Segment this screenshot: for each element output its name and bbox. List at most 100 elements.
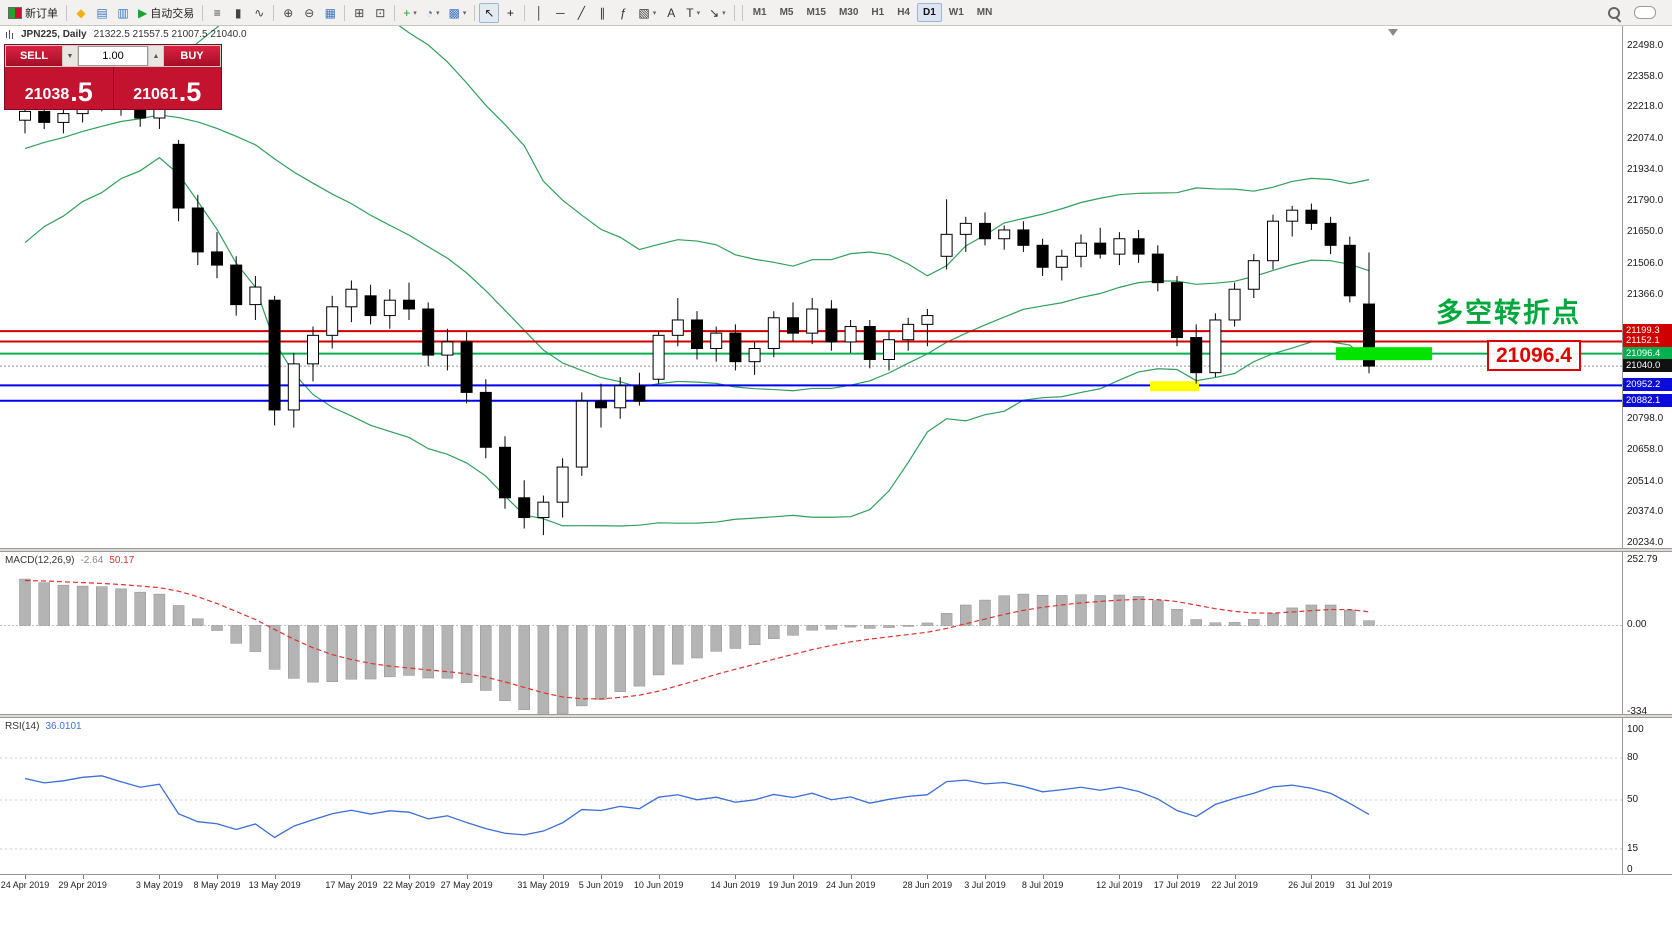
search-icon[interactable] (1604, 3, 1624, 23)
candlestick-chart-button[interactable]: ▮ (228, 3, 248, 23)
new-order-button[interactable]: 新订单 (4, 3, 62, 23)
timeframe-d1-button[interactable]: D1 (917, 3, 942, 22)
candlestick-chart-icon: ▮ (234, 5, 242, 20)
profiles-icon: ◔ (425, 5, 434, 20)
time-label: 8 May 2019 (193, 880, 241, 890)
text-label-button[interactable]: T ▾ (682, 3, 704, 23)
toolbar-separator (202, 4, 204, 21)
toolbar-separator (273, 4, 275, 21)
arrows-button[interactable]: ↘ ▾ (705, 3, 730, 23)
dropdown-arrow-icon: ▾ (722, 9, 726, 17)
templates-button[interactable]: ▩ ▾ (445, 3, 471, 23)
time-label: 24 Jun 2019 (825, 880, 876, 890)
time-tick (1369, 875, 1370, 879)
time-label: 10 Jun 2019 (633, 880, 684, 890)
sell-price[interactable]: 21038 .5 (5, 67, 114, 109)
price-tick-label: 20374.0 (1627, 506, 1664, 518)
bar-chart-button[interactable]: ≡ (207, 3, 227, 23)
turning-point-annotation[interactable]: 多空转折点 (1436, 298, 1581, 328)
dropdown-arrow-icon: ▾ (436, 9, 440, 17)
cursor-button[interactable]: ↖ (479, 2, 500, 23)
vertical-line-button[interactable]: │ (529, 3, 549, 23)
time-label: 17 Jul 2019 (1153, 880, 1201, 890)
zoom-out-button[interactable]: ⊖ (299, 3, 319, 23)
horizontal-line-button[interactable]: ─ (550, 3, 570, 23)
time-tick (985, 875, 986, 879)
timeframe-h1-button[interactable]: H1 (871, 7, 885, 18)
auto-trading-button[interactable]: ▶ 自动交易 (134, 3, 198, 23)
timeframe-h4-button[interactable]: H4 (897, 7, 910, 18)
tile-windows-button[interactable]: ⊞ (349, 3, 369, 23)
price-scale[interactable]: 22498.0 22358.0 22218.0 22074.0 21934.0 21790… (1622, 26, 1672, 875)
search-box-icon (1634, 6, 1656, 19)
new-order-icon (8, 6, 22, 19)
profiles-button[interactable]: ◔ ▾ (422, 3, 444, 23)
dropdown-arrow-icon: ▾ (462, 9, 467, 17)
quick-search-box[interactable] (1630, 3, 1660, 23)
timeframe-m30-button[interactable]: M30 (838, 7, 859, 18)
line-chart-button[interactable]: ∿ (249, 3, 269, 23)
timeframe-w1-button[interactable]: W1 (948, 7, 964, 18)
indicators-list-button[interactable]: ▦ (320, 3, 340, 23)
time-label: 27 May 2019 (440, 880, 493, 890)
price-tick-label: 21650.0 (1627, 226, 1664, 238)
timeframe-m5-button[interactable]: M5 (779, 7, 794, 18)
toolbar-separator (741, 4, 743, 21)
trendline-button[interactable]: ╱ (571, 3, 591, 23)
new-chart-button[interactable]: + ▾ (399, 3, 421, 23)
buy-price[interactable]: 21061 .5 (133, 77, 202, 108)
volume-decrease-button[interactable]: ▼ (63, 46, 77, 66)
equidistant-channel-button[interactable]: ∥ (592, 3, 612, 23)
metaeditor-button[interactable]: ◆ (71, 3, 91, 23)
yellow-highlight-rect[interactable] (1150, 381, 1199, 392)
time-tick (927, 875, 929, 879)
price-tick-label: 21934.0 (1627, 163, 1664, 175)
time-label: 22 May 2019 (382, 880, 436, 890)
price-badge: 21152.1 (1623, 334, 1672, 348)
volume-increase-button[interactable]: ▲ (149, 46, 163, 66)
time-label: 17 May 2019 (325, 880, 378, 890)
price-badge: 21096.4 (1623, 346, 1672, 360)
timeframe-m15-button[interactable]: M15 (806, 7, 826, 18)
timeframe-mn-button[interactable]: MN (976, 7, 993, 18)
cascade-windows-button[interactable]: ⊡ (370, 3, 390, 23)
crosshair-button[interactable]: + (500, 3, 520, 23)
dropdown-arrow-icon: ▾ (413, 9, 417, 17)
fibonacci-button[interactable]: ƒ (613, 3, 633, 23)
time-tick (1234, 875, 1236, 879)
buy-button[interactable]: BUY (164, 46, 220, 66)
price-tick-label: 21506.0 (1627, 257, 1664, 269)
toolbar: 新订单 ◆ ▤ ▥ ▶ 自动交易 ≡ ▮ ∿ ⊕ ⊖ ▦ ⊞ ⊡ + ▾ ◔ ▾ ▩ ▾ ↖ + │ ─ ╱ ∥ ƒ ▧ ▾ A T ▾ ↘ ▾ … (0, 0, 1672, 26)
time-tick (735, 875, 737, 879)
panel-separator-macd[interactable] (0, 548, 1672, 552)
price-badge: 20952.2 (1623, 378, 1672, 392)
toolbar-separator (66, 4, 67, 21)
rsi-tick-label: 50 (1627, 794, 1639, 805)
price-callout-annotation[interactable]: 21096.4 (1487, 340, 1581, 372)
text-button[interactable]: A (661, 3, 681, 23)
window-bottom-spacer (0, 898, 1672, 947)
zoom-in-button[interactable]: ⊕ (278, 3, 298, 23)
price-tick-label: 22358.0 (1627, 70, 1664, 82)
auto-trading-button-label: 自动交易 (150, 7, 195, 20)
time-tick (409, 875, 410, 879)
green-highlight-rect[interactable] (1336, 347, 1432, 361)
data-window-button[interactable]: ▥ (113, 3, 133, 23)
market-watch-button[interactable]: ▤ (92, 3, 112, 23)
sell-button[interactable]: SELL (6, 46, 62, 66)
price-tick-label: 20798.0 (1627, 413, 1664, 425)
price-chart-layer (0, 26, 1622, 536)
shapes-button[interactable]: ▧ ▾ (634, 3, 660, 23)
panel-separator-rsi[interactable] (0, 714, 1672, 718)
volume-input[interactable] (78, 46, 148, 66)
timeframe-m1-button[interactable]: M1 (752, 7, 767, 18)
chart-shift-marker[interactable] (1388, 29, 1398, 36)
zoom-out-icon: ⊖ (304, 5, 315, 20)
time-label: 22 Jul 2019 (1211, 880, 1258, 890)
price-badge: 21199.3 (1623, 324, 1672, 338)
time-label: 24 Apr 2019 (0, 880, 50, 890)
trendline-icon: ╱ (577, 5, 585, 20)
time-label: 13 May 2019 (248, 880, 301, 890)
time-axis[interactable]: 24 Apr 2019 29 Apr 2019 3 May 2019 8 May 20… (0, 874, 1672, 899)
